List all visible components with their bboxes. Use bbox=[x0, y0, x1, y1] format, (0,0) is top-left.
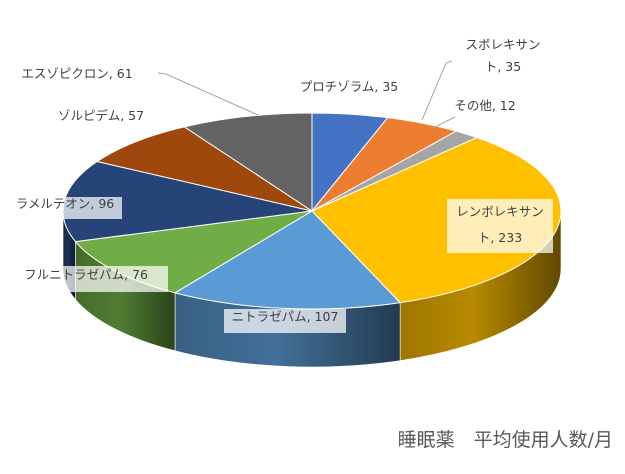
slice-5-label-box bbox=[224, 309, 346, 333]
slice-8-label: ゾルピデム, 57 bbox=[58, 108, 144, 123]
data-labels: プロチゾラム, 35 スボレキサント, 35 その他, 12 レンボレキサント, 23… bbox=[6, 37, 553, 333]
slice-2-leader bbox=[421, 60, 453, 121]
slice-9-top bbox=[183, 112, 313, 212]
slice-8-top bbox=[95, 126, 313, 212]
slice-9-leader bbox=[157, 72, 259, 116]
slice-7-label: ラメルテオン, 96 bbox=[16, 196, 115, 211]
slice-4-label: レンボレキサント, 233 bbox=[456, 204, 544, 245]
leader-lines bbox=[157, 60, 456, 130]
slice-3-leader bbox=[430, 116, 456, 130]
slice-1-label: プロチゾラム, 35 bbox=[300, 79, 398, 94]
slice-2-label: スボレキサント, 35 bbox=[465, 37, 540, 74]
slice-3-label: その他, 12 bbox=[454, 98, 515, 113]
slice-6-label-box bbox=[6, 266, 168, 292]
slice-6-label: フルニトラゼパム, 76 bbox=[24, 267, 148, 282]
slice-4-top bbox=[311, 137, 562, 304]
slice-5-top bbox=[173, 210, 402, 310]
slice-7-label-box bbox=[10, 197, 122, 219]
slice-4-label-box bbox=[447, 199, 553, 253]
slice-9-label: エスゾピクロン, 61 bbox=[21, 66, 132, 81]
chart-title: 睡眠薬 平均使用人数/月 bbox=[398, 429, 613, 451]
slice-5-label: ニトラゼパム, 107 bbox=[232, 309, 339, 324]
